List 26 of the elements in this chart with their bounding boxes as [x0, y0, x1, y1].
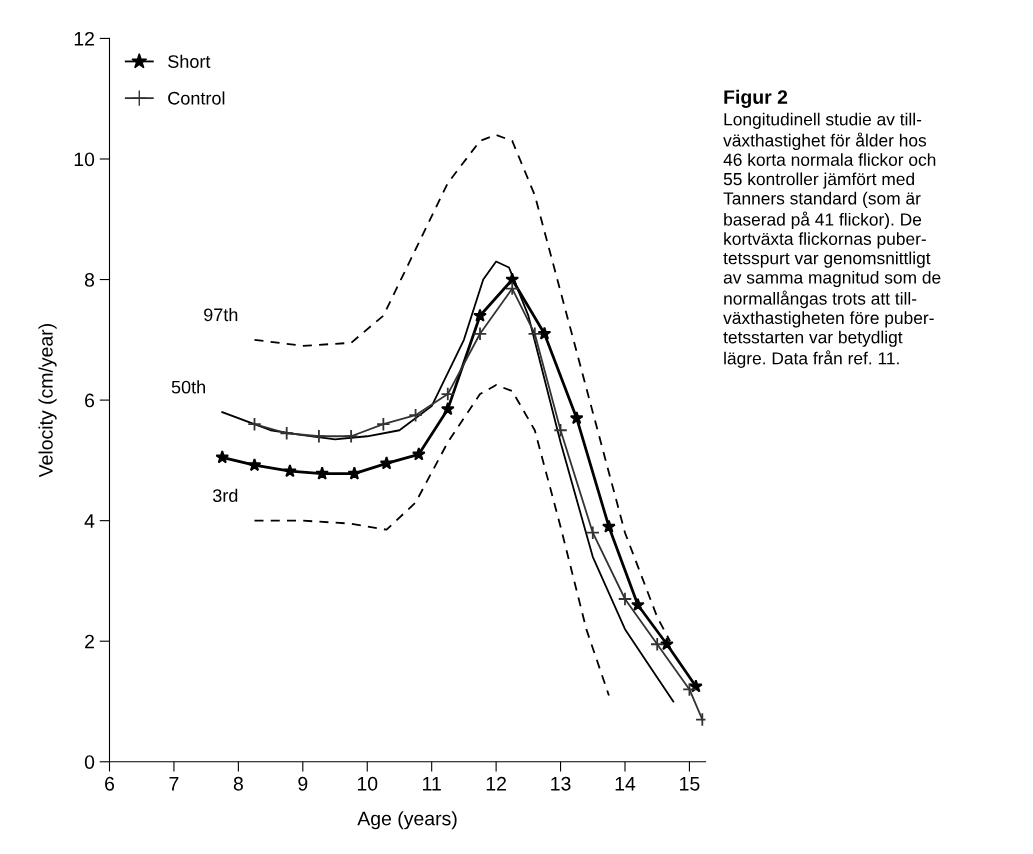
- series-label: 3rd: [212, 488, 238, 503]
- x-tick-label: 7: [169, 777, 179, 791]
- y-tick-label: 8: [84, 273, 95, 287]
- x-tick-label: 14: [615, 777, 636, 791]
- y-tick-label: 10: [74, 152, 95, 167]
- y-tick-label: 6: [85, 393, 95, 408]
- y-tick-label: 0: [84, 755, 95, 770]
- x-tick-label: 8: [233, 776, 243, 791]
- x-tick-label: 15: [680, 777, 700, 791]
- x-tick-label: 10: [357, 776, 378, 791]
- legend-label: Control: [168, 91, 225, 105]
- series-label: 50th: [171, 380, 205, 394]
- y-axis-title: Velocity (cm/year): [38, 324, 57, 478]
- text: Longitudinell studie av till- växthastighet för ålder hos 46 korta normala flickor och 55 kontroller jämfört med Tanners standard (som är baserad på 41 flickor). De kortväxta flickornas puber- tetsspurt var genomsnittligt av samma magnitud som de normallångas trots att till- växthastigheten före puber- tetsstarten var betydligt lägre. Data från ref. 11.: [723, 112, 941, 368]
- x-tick-label: 13: [551, 776, 571, 791]
- x-tick-label: 11: [423, 777, 441, 791]
- y-tick-label: 4: [84, 514, 95, 528]
- y-tick-label: 2: [85, 634, 94, 649]
- legend-label: Short: [168, 54, 211, 68]
- x-tick-label: 6: [105, 776, 115, 791]
- series-label: 97th: [204, 307, 238, 322]
- y-tick-label: 12: [74, 31, 94, 46]
- x-axis-title: Age (years): [357, 811, 457, 830]
- x-tick-label: 9: [298, 776, 308, 791]
- text: Figur 2: [724, 89, 788, 108]
- x-tick-label: 12: [486, 776, 506, 791]
